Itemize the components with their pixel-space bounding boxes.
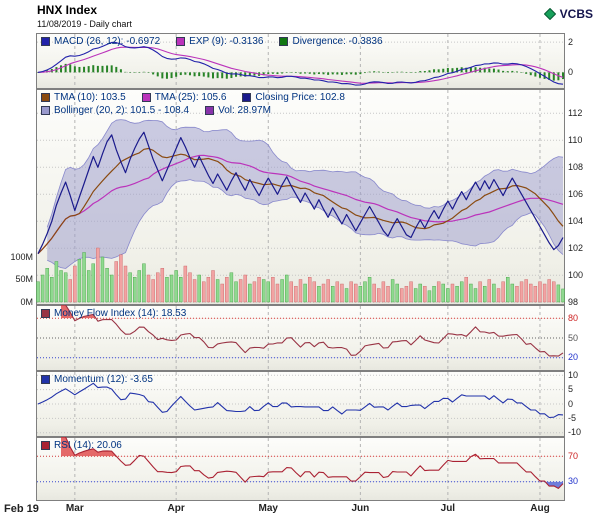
exp-swatch bbox=[176, 37, 186, 46]
bollinger-legend-label: Bollinger (20, 2): 101.5 - 108.4 bbox=[54, 105, 190, 116]
macd-legend: MACD (26, 12): -0.6972 EXP (9): -0.3136 … bbox=[41, 36, 383, 47]
y-axis-tick: 108 bbox=[568, 161, 584, 172]
momentum-panel bbox=[36, 371, 565, 437]
y-axis-tick: 0 bbox=[568, 398, 574, 409]
volume-axis-tick: 100M bbox=[10, 251, 33, 262]
legend-item-bollinger: Bollinger (20, 2): 101.5 - 108.4 bbox=[41, 105, 189, 116]
tma10-legend-label: TMA (10): 103.5 bbox=[54, 92, 126, 103]
legend-item-mfi: Money Flow Index (14): 18.53 bbox=[41, 308, 186, 319]
y-axis-tick: 110 bbox=[568, 134, 583, 145]
legend-item-rsi: RSI (14): 20.06 bbox=[41, 440, 122, 451]
legend-item-volume: Vol: 28.97M bbox=[205, 105, 271, 116]
y-axis-tick: 104 bbox=[568, 215, 584, 226]
y-axis-tick: 50 bbox=[568, 332, 579, 343]
price-legend-row2: Bollinger (20, 2): 101.5 - 108.4 Vol: 28… bbox=[41, 105, 271, 116]
exp-legend-label: EXP (9): -0.3136 bbox=[189, 36, 264, 47]
rsi-swatch bbox=[41, 441, 50, 450]
price-legend-row1: TMA (10): 103.5 TMA (25): 105.6 Closing … bbox=[41, 92, 345, 103]
y-axis-tick: 100 bbox=[568, 269, 584, 280]
divergence-swatch bbox=[279, 37, 289, 46]
y-axis-tick: -5 bbox=[568, 412, 577, 423]
rsi-panel bbox=[36, 437, 565, 501]
y-axis-tick: 80 bbox=[568, 312, 579, 323]
mfi-legend-label: Money Flow Index (14): 18.53 bbox=[54, 308, 187, 319]
divergence-legend-label: Divergence: -0.3836 bbox=[292, 36, 383, 47]
x-axis-label: May bbox=[258, 503, 278, 514]
legend-item-tma25: TMA (25): 105.6 bbox=[141, 92, 227, 103]
money-flow-index-panel bbox=[36, 305, 565, 371]
mfi-legend: Money Flow Index (14): 18.53 bbox=[41, 308, 186, 319]
x-axis-label: Jun bbox=[351, 503, 370, 514]
macd-panel bbox=[36, 33, 565, 89]
macd-legend-label: MACD (26, 12): -0.6972 bbox=[54, 36, 161, 47]
tma25-legend-label: TMA (25): 105.6 bbox=[154, 92, 227, 103]
y-axis-tick: 106 bbox=[568, 188, 584, 199]
vcbs-logo-icon bbox=[543, 8, 556, 20]
macd-swatch bbox=[41, 37, 50, 46]
y-axis-tick: 98 bbox=[568, 296, 579, 307]
y-axis-tick: -10 bbox=[568, 427, 582, 438]
x-axis-label: Apr bbox=[167, 503, 185, 514]
y-axis-tick: 5 bbox=[568, 384, 574, 395]
mfi-swatch bbox=[41, 309, 50, 318]
rsi-legend: RSI (14): 20.06 bbox=[41, 440, 122, 451]
legend-item-exp: EXP (9): -0.3136 bbox=[176, 36, 263, 47]
chart-header: HNX Index 11/08/2019 - Daily chart bbox=[37, 3, 132, 29]
closing-price-swatch bbox=[242, 93, 252, 102]
tma10-swatch bbox=[41, 93, 50, 102]
x-axis-label: Mar bbox=[65, 503, 84, 514]
y-axis-tick: 30 bbox=[568, 476, 579, 487]
legend-item-closing-price: Closing Price: 102.8 bbox=[242, 92, 345, 103]
legend-item-divergence: Divergence: -0.3836 bbox=[279, 36, 383, 47]
x-axis-label: Aug bbox=[530, 503, 550, 514]
bollinger-swatch bbox=[41, 106, 50, 115]
tma25-swatch bbox=[141, 93, 151, 102]
x-axis-label: Feb 19 bbox=[4, 503, 39, 515]
y-axis-tick: 20 bbox=[568, 352, 579, 363]
volume-legend-label: Vol: 28.97M bbox=[218, 105, 271, 116]
legend-item-momentum: Momentum (12): -3.65 bbox=[41, 374, 153, 385]
legend-item-macd: MACD (26, 12): -0.6972 bbox=[41, 36, 160, 47]
chart-subtitle: 11/08/2019 - Daily chart bbox=[37, 19, 132, 29]
y-axis-tick: 112 bbox=[568, 107, 583, 118]
brand-name: VCBS bbox=[559, 7, 593, 21]
momentum-swatch bbox=[41, 375, 50, 384]
price-panel bbox=[36, 89, 565, 305]
rsi-legend-label: RSI (14): 20.06 bbox=[54, 440, 122, 451]
volume-swatch bbox=[205, 106, 215, 115]
y-axis-tick: 70 bbox=[568, 450, 579, 461]
brand-logo: VCBS bbox=[543, 7, 593, 21]
closing-price-legend-label: Closing Price: 102.8 bbox=[255, 92, 345, 103]
y-axis-tick: 0 bbox=[568, 66, 574, 77]
page-title: HNX Index bbox=[37, 3, 98, 17]
y-axis-tick: 2 bbox=[568, 36, 574, 47]
momentum-legend: Momentum (12): -3.65 bbox=[41, 374, 153, 385]
volume-axis-tick: 50M bbox=[15, 274, 33, 284]
volume-axis-tick: 0M bbox=[20, 296, 33, 307]
y-axis-tick: 102 bbox=[568, 242, 584, 253]
x-axis-label: Jul bbox=[440, 503, 456, 514]
momentum-legend-label: Momentum (12): -3.65 bbox=[54, 374, 153, 385]
legend-item-tma10: TMA (10): 103.5 bbox=[41, 92, 126, 103]
y-axis-tick: 10 bbox=[568, 369, 579, 380]
